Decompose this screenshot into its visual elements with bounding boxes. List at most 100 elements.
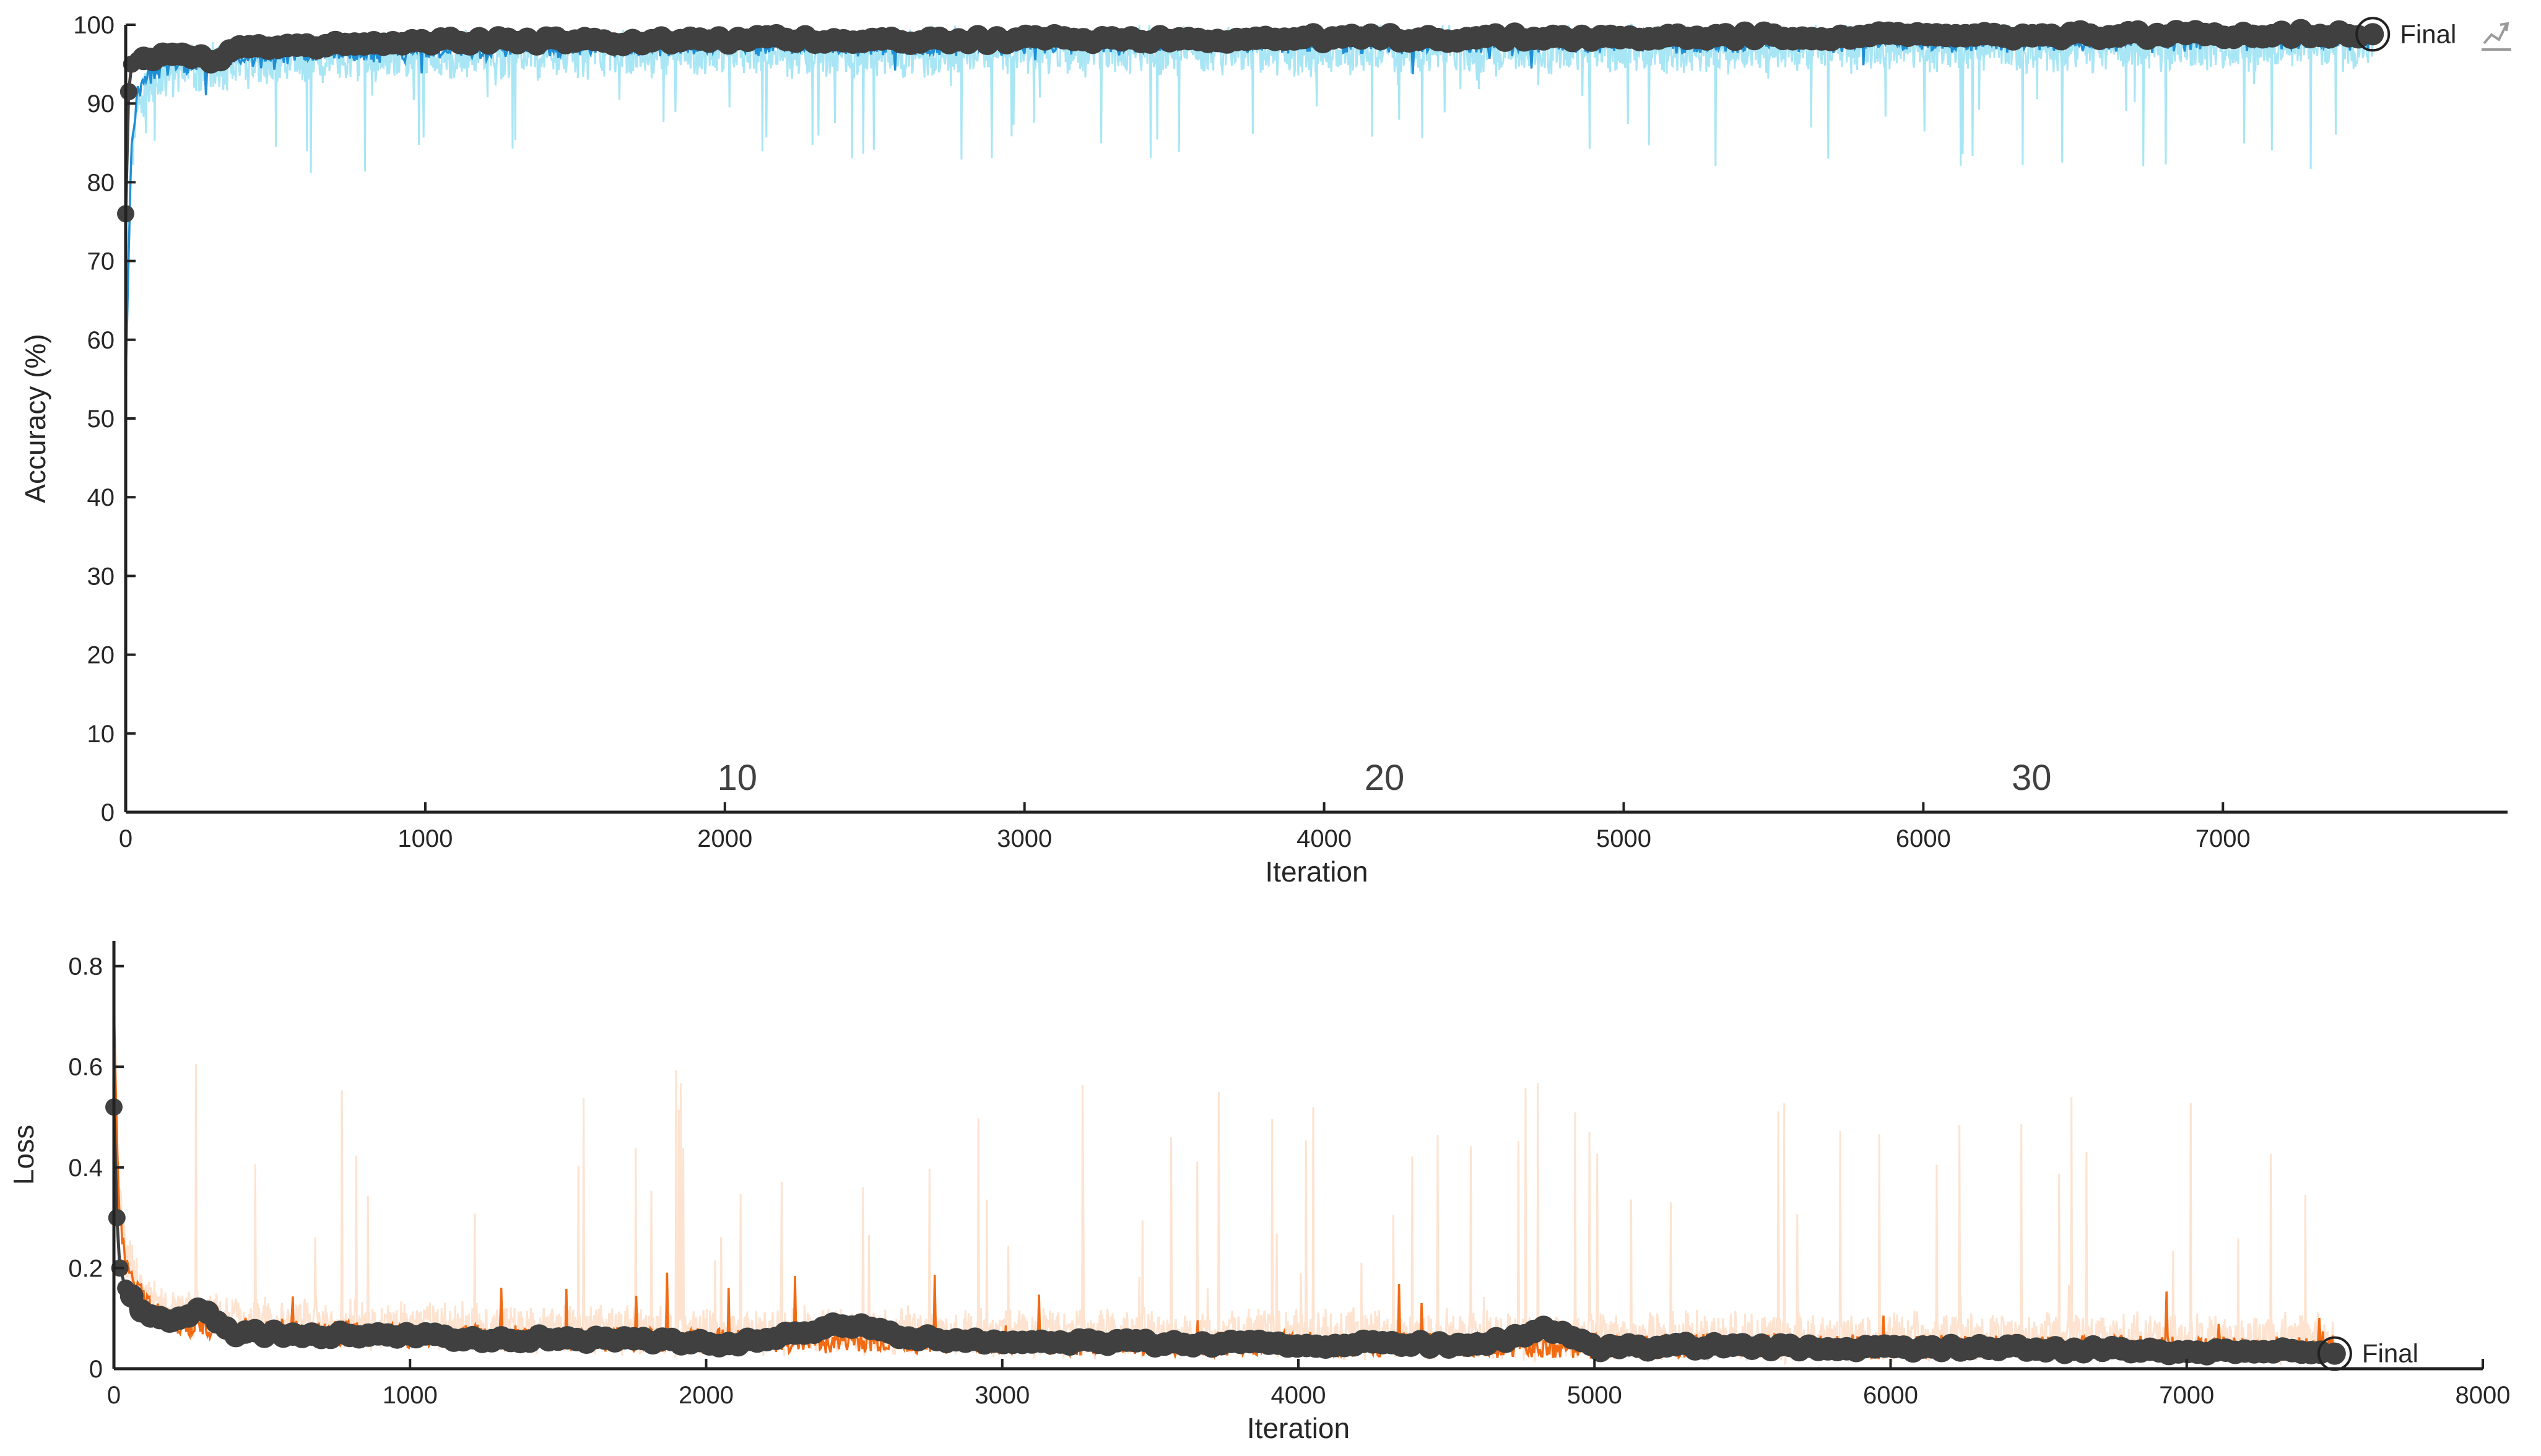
accuracy-validation-point (866, 32, 884, 50)
accuracy-x-tick-label: 0 (119, 825, 132, 852)
accuracy-y-tick-label: 70 (87, 248, 115, 275)
accuracy-y-tick-label: 40 (87, 484, 115, 511)
loss-validation-point (993, 1332, 1011, 1350)
accuracy-validation-point (1765, 28, 1783, 46)
loss-final-point (2323, 1342, 2346, 1365)
loss-validation-point (1541, 1320, 1559, 1337)
loss-validation-point (401, 1327, 419, 1345)
loss-validation-point (1378, 1335, 1396, 1353)
loss-final-label: Final (2362, 1339, 2418, 1368)
accuracy-x-tick-label: 3000 (997, 825, 1052, 852)
accuracy-y-tick-label: 100 (73, 12, 115, 39)
accuracy-validation-point (656, 32, 674, 50)
loss-y-tick-label: 0.6 (68, 1054, 103, 1081)
loss-validation-point (1971, 1338, 1988, 1356)
loss-validation-point (1763, 1338, 1781, 1356)
accuracy-validation-point (1615, 30, 1633, 48)
accuracy-y-tick-label: 0 (101, 799, 115, 826)
accuracy-x-tick-label: 5000 (1596, 825, 1651, 852)
accuracy-x-tick-label: 1000 (397, 825, 453, 852)
accuracy-validation-point (955, 32, 973, 50)
loss-validation-point (194, 1299, 212, 1317)
accuracy-validation-point (266, 40, 284, 58)
loss-validation-point (253, 1325, 271, 1343)
loss-validation-point (1141, 1335, 1159, 1353)
loss-x-tick-label: 4000 (1271, 1382, 1326, 1409)
loss-validation-point (371, 1325, 389, 1343)
accuracy-final-marker-ring (2355, 17, 2391, 52)
accuracy-y-tick-label: 90 (87, 90, 115, 118)
accuracy-epoch-label: 10 (718, 758, 758, 798)
accuracy-validation-point (536, 32, 554, 50)
loss-validation-point (1230, 1335, 1248, 1353)
loss-validation-point (2267, 1341, 2285, 1359)
accuracy-validation-point (326, 35, 344, 53)
loss-validation-point (697, 1335, 715, 1353)
accuracy-y-tick-label: 80 (87, 169, 115, 196)
accuracy-validation-point (2154, 26, 2172, 44)
loss-plot: Final 0 0.2 0.4 0.6 0.8 0 1000 2000 3000 4000 5000 6… (7, 941, 2510, 1444)
accuracy-validation-point (1465, 29, 1483, 47)
loss-x-tick-label: 5000 (1567, 1382, 1622, 1409)
loss-y-tick-label: 0.2 (68, 1255, 103, 1282)
loss-validation-point (905, 1330, 923, 1348)
loss-validation-point (129, 1299, 147, 1317)
loss-validation-point (757, 1332, 775, 1350)
loss-x-tick-label: 6000 (1863, 1382, 1918, 1409)
accuracy-x-tick-label: 4000 (1297, 825, 1352, 852)
accuracy-validation-point (776, 30, 794, 48)
accuracy-x-tick-label: 2000 (697, 825, 752, 852)
accuracy-validation-point (596, 33, 614, 51)
accuracy-y-tick-label: 30 (87, 563, 115, 590)
loss-y-tick-label: 0 (89, 1356, 103, 1383)
loss-validation-point (549, 1330, 567, 1348)
loss-y-tick-label: 0.4 (68, 1155, 103, 1182)
accuracy-validation-point (1075, 30, 1093, 48)
loss-validation-point (830, 1314, 848, 1332)
accuracy-validation-point (207, 51, 225, 69)
loss-validation-point (1290, 1336, 1307, 1353)
loss-validation-point (1586, 1340, 1604, 1358)
accuracy-validation-point (386, 35, 404, 53)
accuracy-validation-point (1974, 28, 1992, 46)
accuracy-validation-point (476, 32, 494, 50)
accuracy-validation-point (192, 47, 209, 65)
loss-x-tick-label: 1000 (383, 1382, 438, 1409)
accuracy-y-tick-label: 60 (87, 327, 115, 354)
loss-validation-point (1082, 1332, 1100, 1350)
accuracy-validation-point (2064, 26, 2082, 44)
accuracy-x-axis-label: Iteration (1265, 856, 1368, 888)
loss-x-axis-label: Iteration (1247, 1412, 1350, 1444)
loss-x-tick-label: 8000 (2456, 1382, 2511, 1409)
accuracy-validation-point (1675, 28, 1693, 46)
accuracy-validation-point (1315, 29, 1333, 47)
accuracy-validation-point (176, 43, 194, 61)
accuracy-epoch-label: 20 (1365, 758, 1405, 798)
loss-x-tick-label: 3000 (975, 1382, 1030, 1409)
accuracy-validation-point (357, 35, 375, 53)
accuracy-x-tick-label: 7000 (2196, 825, 2251, 852)
loss-y-tick-label: 0.8 (68, 953, 103, 981)
accuracy-smoothed-training-line (124, 26, 2374, 374)
loss-validation-point (164, 1314, 182, 1332)
export-icon[interactable] (2482, 22, 2511, 51)
loss-validation-point (2178, 1342, 2196, 1360)
accuracy-validation-point (1555, 28, 1573, 46)
accuracy-validation-point (2274, 25, 2292, 43)
loss-y-axis-label: Loss (7, 1125, 40, 1185)
loss-validation-point (2059, 1341, 2077, 1359)
accuracy-validation-point (297, 40, 315, 58)
loss-smoothed-training-line (113, 1002, 2336, 1363)
loss-validation-point (179, 1304, 197, 1322)
accuracy-y-axis-label: Accuracy (%) (19, 334, 51, 503)
loss-raw-training-line (113, 1011, 2336, 1366)
loss-x-tick-label: 2000 (679, 1382, 734, 1409)
accuracy-raw-training-line (124, 24, 2374, 407)
accuracy-validation-point (162, 47, 180, 65)
loss-validation-point (638, 1332, 656, 1350)
accuracy-validation-point (237, 38, 254, 56)
accuracy-final-label: Final (2400, 19, 2456, 48)
loss-validation-point (149, 1309, 167, 1327)
accuracy-y-tick-label: 20 (87, 642, 115, 669)
